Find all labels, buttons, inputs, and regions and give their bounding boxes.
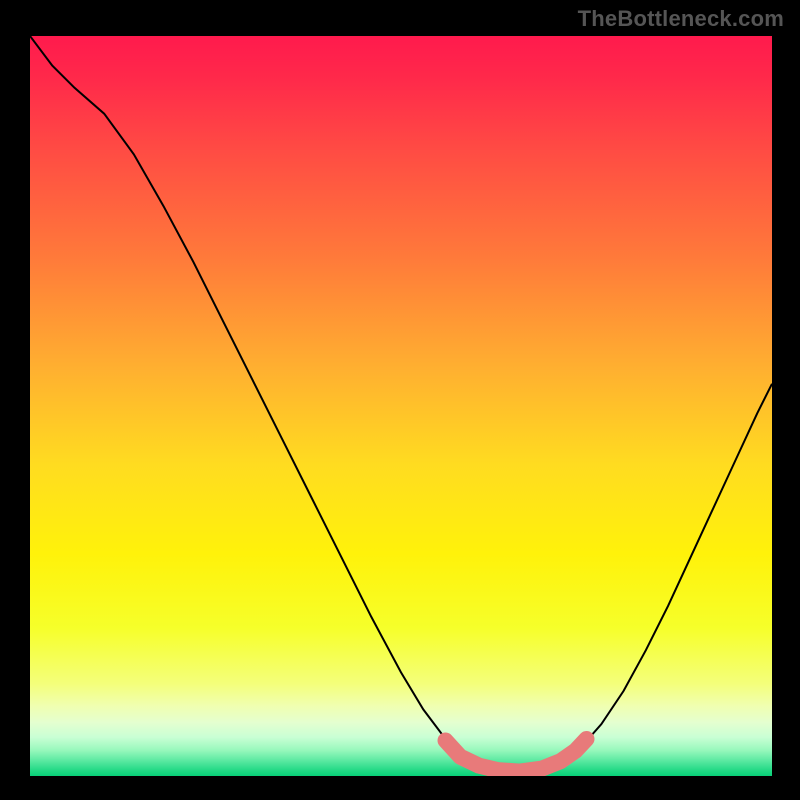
watermark-text: TheBottleneck.com: [578, 6, 784, 32]
optimal-range-marker: [30, 36, 772, 776]
chart-frame: TheBottleneck.com: [0, 0, 800, 800]
plot-area: [30, 36, 772, 776]
